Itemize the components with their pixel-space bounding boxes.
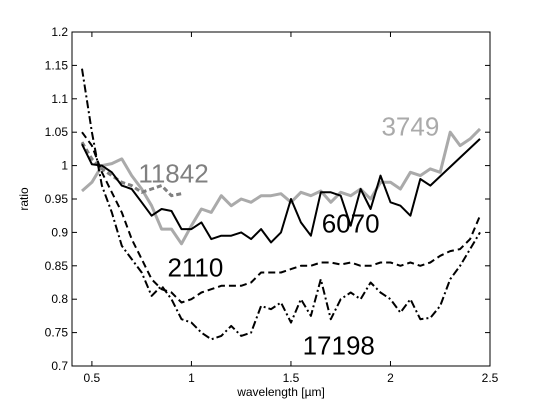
y-tick-label: 1.1 xyxy=(51,92,68,106)
series-line-2110 xyxy=(81,131,481,304)
x-tick-label: 2.5 xyxy=(482,371,499,385)
y-tick-label: 0.85 xyxy=(45,259,69,273)
y-tick-label: 0.7 xyxy=(51,359,68,373)
x-tick-label: 2 xyxy=(387,371,394,385)
series-layer xyxy=(80,68,482,341)
x-tick-label: 0.5 xyxy=(84,371,101,385)
series-label-6070: 6070 xyxy=(322,208,380,238)
series-label-11842: 11842 xyxy=(138,158,208,188)
series-line-3749 xyxy=(81,127,482,246)
series-line-17198 xyxy=(81,68,481,341)
x-tick-label: 1.5 xyxy=(283,371,300,385)
y-axis-label: ratio xyxy=(17,187,31,211)
x-tick-label: 1 xyxy=(188,371,195,385)
series-label-3749: 3749 xyxy=(381,112,439,142)
series-line-6070 xyxy=(81,138,481,244)
y-tick-label: 1.05 xyxy=(45,125,69,139)
plot-frame xyxy=(71,31,491,367)
y-tick-label: 0.9 xyxy=(51,225,68,239)
y-tick-label: 1.2 xyxy=(51,25,68,39)
y-tick-label: 1 xyxy=(61,159,68,173)
y-tick-label: 0.8 xyxy=(51,292,68,306)
x-axis-label: wavelength [µm] xyxy=(236,385,325,399)
series-label-17198: 17198 xyxy=(303,331,375,361)
series-label-2110: 2110 xyxy=(167,252,223,282)
y-tick-label: 0.95 xyxy=(45,192,69,206)
y-tick-label: 0.75 xyxy=(45,326,69,340)
label-layer: 3749 11842 6070 2110 17198 xyxy=(138,112,439,361)
axis-layer: 0.5 1 1.5 2 2.5 0.7 0.75 0.8 0.85 0.9 0.95 1 1.05 1.1… xyxy=(45,25,499,385)
y-tick-label: 1.15 xyxy=(45,58,69,72)
